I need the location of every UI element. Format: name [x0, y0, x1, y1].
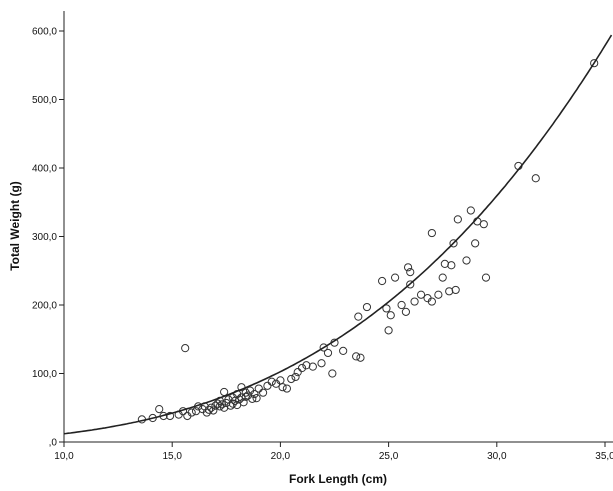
data-point [293, 368, 302, 377]
data-point [267, 377, 276, 386]
data-point [427, 297, 436, 306]
axes [63, 11, 613, 443]
data-point [328, 369, 337, 378]
data-point [438, 273, 447, 282]
data-point [390, 273, 400, 282]
x-tick-label: 20,0 [271, 451, 291, 462]
data-point [308, 362, 317, 371]
data-point [352, 352, 361, 361]
data-point [250, 389, 259, 399]
data-point [165, 411, 175, 421]
data-points [137, 59, 599, 424]
x-tick-label: 25,0 [379, 451, 399, 462]
data-point [449, 239, 458, 248]
data-point [416, 290, 426, 299]
data-point [451, 285, 460, 295]
data-point [406, 280, 415, 289]
data-point [356, 353, 365, 362]
data-point [354, 312, 363, 321]
data-point [155, 405, 164, 414]
data-point [248, 394, 257, 403]
data-point [263, 381, 272, 390]
data-point [317, 359, 326, 368]
data-point [278, 383, 287, 392]
data-point [239, 398, 248, 407]
data-point [187, 408, 196, 417]
x-tick-label: 10,0 [54, 451, 74, 462]
x-ticks: 10,0 15,0 20,0 25,0 30,0 35,0 [54, 442, 613, 462]
data-point [254, 384, 263, 393]
x-tick-label: 15,0 [162, 451, 182, 462]
y-tick-label: 200,0 [32, 301, 57, 312]
data-point [397, 300, 406, 310]
data-point [479, 220, 488, 229]
data-point [384, 326, 393, 335]
y-ticks: ,0 100,0 200,0 300,0 400,0 500,0 600,0 [32, 27, 64, 449]
data-point [531, 174, 540, 183]
data-point [207, 403, 216, 412]
fit-curve [63, 34, 613, 435]
y-tick-label: ,0 [49, 438, 58, 449]
x-tick-label: 30,0 [487, 451, 507, 462]
data-point [462, 256, 471, 265]
data-point [258, 388, 268, 397]
data-point [319, 343, 328, 352]
data-point [252, 394, 261, 403]
data-point [410, 297, 419, 306]
data-point [434, 290, 443, 299]
data-point [291, 372, 300, 382]
data-point [471, 239, 480, 248]
y-axis-label: Total Weight (g) [8, 181, 22, 271]
data-point [403, 263, 413, 272]
data-point [440, 259, 449, 268]
y-tick-label: 400,0 [32, 164, 57, 175]
data-point [466, 206, 475, 215]
data-point [386, 311, 395, 320]
data-point [181, 344, 190, 353]
x-tick-label: 35,0 [595, 451, 613, 462]
data-point [339, 346, 348, 355]
data-point [241, 388, 250, 397]
data-point [228, 399, 237, 408]
data-point [453, 215, 462, 224]
data-point [215, 402, 224, 411]
data-point [406, 268, 415, 277]
data-point [213, 399, 222, 408]
data-point [297, 363, 307, 373]
data-point [362, 302, 372, 312]
data-point [382, 304, 391, 313]
data-point [323, 348, 333, 358]
y-tick-label: 500,0 [32, 95, 57, 106]
data-point [401, 307, 411, 316]
data-point [481, 273, 491, 282]
data-point [204, 405, 214, 414]
x-axis-label: Fork Length (cm) [289, 472, 387, 486]
data-point [302, 361, 311, 370]
y-tick-label: 100,0 [32, 369, 57, 380]
data-point [427, 228, 436, 238]
data-point [209, 406, 218, 415]
y-tick-label: 300,0 [32, 232, 57, 243]
data-point [378, 276, 387, 286]
data-point [226, 401, 235, 410]
data-point [447, 261, 456, 270]
y-tick-label: 600,0 [32, 27, 57, 38]
data-point [287, 374, 296, 384]
data-point [282, 384, 291, 393]
data-point [211, 401, 220, 410]
data-point [445, 287, 454, 296]
data-point [590, 59, 599, 68]
